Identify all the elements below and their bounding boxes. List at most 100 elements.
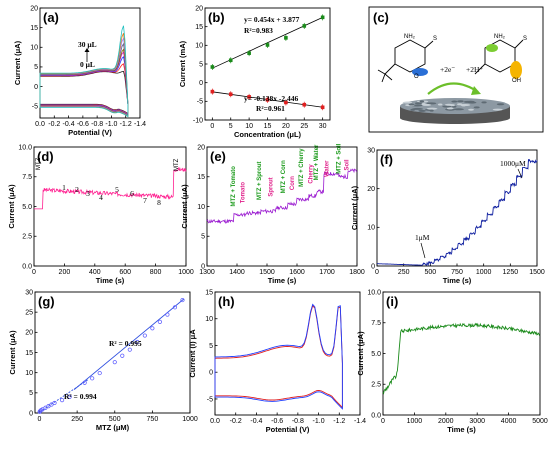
d-xtick-label: 1000 [178,269,194,276]
g-ylabel: Current (μA) [8,330,17,375]
d-xtick-label: 800 [150,269,162,276]
b-annotation-r2: R²=0.961 [256,104,285,113]
e-annotation: MTZ + Cherry [299,148,305,187]
c-surface-flake [464,101,471,103]
a-xtick-label: -0.2 [48,121,60,128]
a-ytick-label: 0 [34,84,38,91]
g-axes: 0 250 500 750 1000 0 5 10 15 20 25 30 MTZ (μM) Curren… [8,289,198,432]
c-reaction-arrowhead [471,86,481,95]
g-ytick-label: 10 [25,370,33,377]
c-highlight-green [486,44,498,52]
f-trace [377,159,537,265]
c-ring-left [395,40,425,72]
f-ylabel: Current (μA) [350,185,359,230]
d-annotation: 5 [115,185,119,194]
a-ytick-label: 20 [30,5,38,12]
i-xtick-label: 4000 [501,418,517,425]
b-xtick-label: 25 [300,123,308,130]
a-annotation-high: 30 μL [78,40,97,49]
b-xtick-label: 5 [229,123,233,130]
i-ytick-label: 5.0 [371,351,381,358]
b-data-point [302,24,306,28]
a-ylabel: Current (μA) [13,40,22,85]
a-ytick-label: 10 [30,45,38,52]
e-ylabel: Current (μA) [180,184,189,229]
e-annotation: Sprout [268,177,274,196]
h-axes: 0.0 -0.2 -0.4 -0.6 -0.8 -1.0 -1.2 -1.4-5051015P… [188,289,366,434]
c-surface-flake [442,106,451,108]
c-label-o: O [414,74,419,80]
b-xtick-label: 10 [245,123,253,130]
c-bond [378,70,385,74]
f-annotation-high: 1000μM [500,159,526,168]
f-xlabel: Time (s) [443,276,472,285]
c-surface-flake [461,104,466,106]
g-ytick-label: 30 [25,289,33,296]
d-xtick-label: 600 [119,269,131,276]
d-annotation: 2 [75,185,79,194]
c-surface-flake [403,102,413,104]
f-xtick-label: 750 [451,269,463,276]
c-label-electrons: +2e⁻ [440,65,455,74]
d-xtick-label: 0 [32,269,36,276]
g-data-point [90,377,93,380]
a-ytick-label: -5 [32,104,38,111]
a-xtick-label: -0.6 [77,121,89,128]
c-surface-flake [481,101,486,103]
i-ytick-label: 2.5 [371,382,381,389]
g-annotation-r-high: R² = 0.995 [109,339,142,348]
h-xtick-label: -0.2 [230,418,242,425]
c-bond [382,74,385,82]
b-ytick-label: 15 [195,24,203,31]
a-xtick-label: -0.4 [63,121,75,128]
d-xlabel: Time (s) [96,276,125,285]
c-surface-flake [427,108,438,110]
e-annotation: Corn [290,176,296,190]
d-ytick-label: 2.5 [22,234,32,241]
a-xtick-label: -0.8 [91,121,103,128]
b-annotation-eq2: y= -0.138x -2.446 [244,94,299,103]
e-annotation: Tomato [241,182,247,204]
b-data-point [266,43,270,47]
g-annotation-r-low: R² = 0.994 [64,392,97,401]
d-xtick-label: 400 [89,269,101,276]
c-bond [425,41,433,48]
c-scheme [369,7,543,132]
c-surface-flake [474,106,480,108]
b-annotation-r1: R²=0.983 [244,26,273,35]
h-ytick-label: 5 [209,343,213,350]
e-annotation: MTZ + Water [314,144,320,180]
d-annotation: 4 [99,193,103,202]
f-xtick-label: 250 [398,269,410,276]
c-surface-flake [408,104,414,106]
c-surface-flake [430,110,434,112]
d-frame [34,147,186,266]
g-xlabel: MTZ (μM) [96,423,130,432]
c-panel-label: (c) [373,10,389,25]
d-ytick-label: 5.0 [22,204,32,211]
g-ytick-label: 20 [25,330,33,337]
c-surface-flake [497,103,505,105]
c-surface-flake [453,108,464,110]
f-xtick-label: 1500 [529,269,545,276]
d-annotation: 1 [62,183,66,192]
f-ytick-label: 0 [371,263,375,270]
g-data-point [128,348,131,351]
c-surface-flake [445,104,453,106]
c-surface-flake [493,109,503,111]
e-ytick-label: 5 [201,234,205,241]
c-surface-flake [420,100,425,102]
b-annotation-eq1: y= 0.454x + 3.877 [244,15,300,24]
h-xtick-label: 0.0 [210,418,220,425]
c-label-s-left: S [433,36,437,42]
e-annotation: Soil [345,159,351,170]
b-data-point [321,16,325,20]
e-xtick-label: 1500 [259,269,275,276]
b-ytick-label: 20 [195,5,203,12]
i-xtick-label: 5000 [532,418,548,425]
e-annotation: Water [325,160,331,177]
b-ytick-label: 10 [195,43,203,50]
c-surface-flake [457,100,464,102]
f-xtick-label: 1000 [476,269,492,276]
i-ytick-label: 7.5 [371,320,381,327]
